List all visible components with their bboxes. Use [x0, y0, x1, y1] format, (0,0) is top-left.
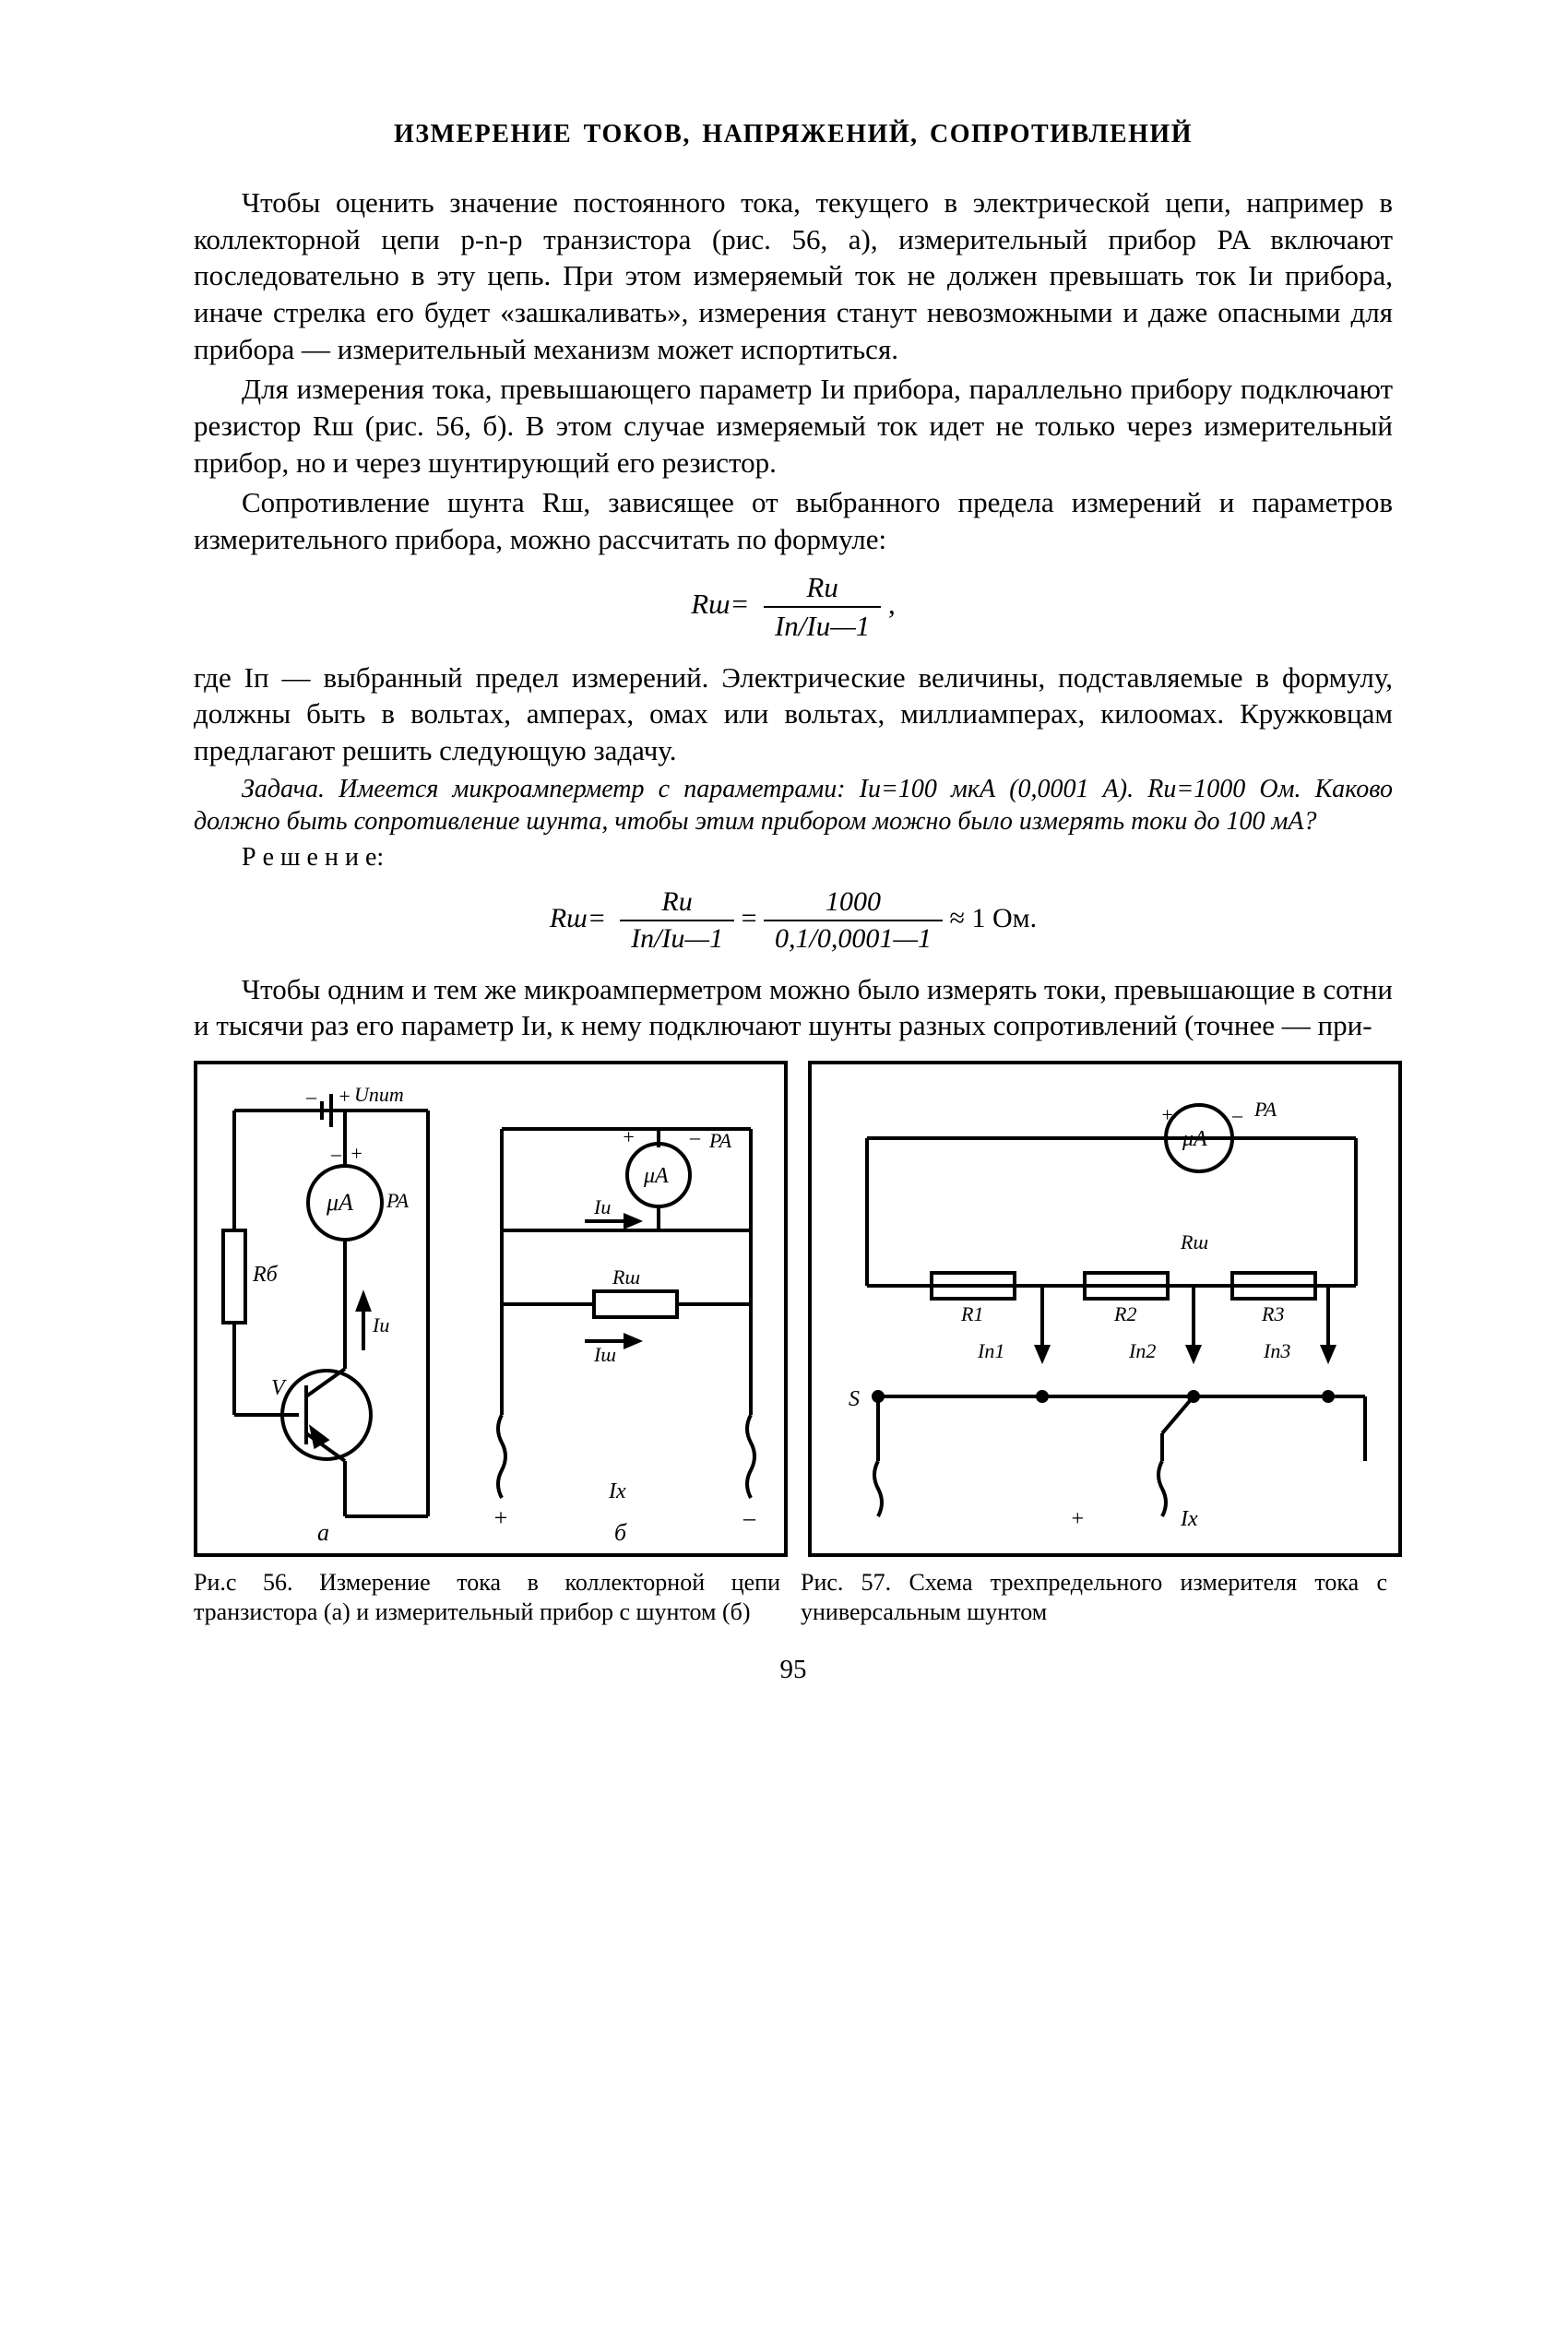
- figures-row: – + Uпит Rб μA: [194, 1061, 1393, 1557]
- fig57-r3: R3: [1261, 1302, 1284, 1325]
- svg-text:+: +: [1160, 1103, 1174, 1126]
- solution-label: Р е ш е н и е:: [194, 841, 1393, 873]
- fig57-r2: R2: [1113, 1302, 1136, 1325]
- fig57-s: S: [849, 1387, 860, 1411]
- fig56-iu: Iи: [593, 1195, 611, 1218]
- formula-2: Rш= Rи Iп/Iи—1 = 1000 0,1/0,0001—1 ≈ 1 О…: [194, 886, 1393, 955]
- svg-text:–: –: [305, 1085, 317, 1108]
- fig56-pa2: PA: [708, 1129, 732, 1152]
- fig56-ii: Iи: [372, 1313, 389, 1336]
- fig57-rsh: Rш: [1180, 1230, 1208, 1253]
- f1-frac: Rи Iп/Iи—1: [764, 571, 881, 643]
- f1-lhs: Rш=: [691, 588, 749, 620]
- f2-tail: ≈ 1 Ом.: [950, 903, 1038, 933]
- fig56-a: а: [317, 1519, 329, 1546]
- f1-den: Iп/Iи—1: [764, 608, 881, 643]
- fig57-ip1: Iп1: [977, 1339, 1004, 1362]
- fig57-mua: μA: [1182, 1127, 1207, 1151]
- formula-1: Rш= Rи Iп/Iи—1 ,: [194, 571, 1393, 643]
- f1-num: Rи: [764, 571, 881, 608]
- section-title: ИЗМЕРЕНИЕ ТОКОВ, НАПРЯЖЕНИЙ, СОПРОТИВЛЕН…: [194, 120, 1393, 149]
- page-number: 95: [194, 1655, 1393, 1685]
- svg-text:–: –: [742, 1504, 756, 1531]
- para-5: Чтобы одним и тем же микроамперметром мо…: [194, 971, 1393, 1044]
- svg-text:+: +: [338, 1085, 351, 1108]
- f1-tail: ,: [888, 588, 896, 620]
- f2-frac1: Rи Iп/Iи—1: [620, 886, 734, 955]
- svg-text:–: –: [330, 1142, 342, 1165]
- fig56-mua: μA: [326, 1189, 353, 1216]
- fig56-rb: Rб: [252, 1263, 279, 1287]
- f2-den1: Iп/Iи—1: [620, 921, 734, 955]
- fig57-r1: R1: [960, 1302, 983, 1325]
- para-4: где Iп — выбранный предел измерений. Эле…: [194, 659, 1393, 769]
- figure-56: – + Uпит Rб μA: [194, 1061, 788, 1557]
- fig56-upit: Uпит: [354, 1083, 404, 1106]
- fig56-ish: Iш: [593, 1343, 616, 1366]
- f2-eq: =: [742, 903, 764, 933]
- fig56-b: б: [614, 1519, 627, 1546]
- figure-57: μA PA + – Rш R1 R2 R3: [808, 1061, 1402, 1557]
- f2-lhs: Rш=: [550, 903, 606, 933]
- fig56-ix: Iх: [608, 1479, 626, 1503]
- svg-text:μA: μA: [643, 1164, 669, 1188]
- fig57-ix: Iх: [1180, 1507, 1198, 1531]
- svg-text:+: +: [1070, 1507, 1085, 1531]
- fig56-v: V: [271, 1376, 287, 1400]
- fig56-pa1: PA: [386, 1189, 410, 1212]
- para-2: Для измерения тока, превышающего парамет…: [194, 371, 1393, 481]
- svg-text:–: –: [689, 1125, 701, 1148]
- caption-57: Рис. 57. Схема трехпредельного измерител…: [801, 1568, 1387, 1626]
- task-text-content: Задача. Имеется микроамперметр с парамет…: [194, 775, 1393, 836]
- task-text: Задача. Имеется микроамперметр с парамет…: [194, 773, 1393, 837]
- fig57-ip2: Iп2: [1128, 1339, 1156, 1362]
- svg-text:–: –: [1231, 1103, 1243, 1126]
- fig57-ip3: Iп3: [1263, 1339, 1290, 1362]
- para-1: Чтобы оценить значение постоянного тока,…: [194, 184, 1393, 367]
- captions-row: Ри.с 56. Измерение тока в коллекторной ц…: [194, 1568, 1393, 1626]
- f2-num1: Rи: [620, 886, 734, 921]
- svg-text:+: +: [493, 1504, 509, 1531]
- f2-frac2: 1000 0,1/0,0001—1: [764, 886, 943, 955]
- para-3: Сопротивление шунта Rш, зависящее от выб…: [194, 484, 1393, 557]
- caption-56: Ри.с 56. Измерение тока в коллекторной ц…: [194, 1568, 780, 1626]
- svg-text:+: +: [622, 1125, 636, 1148]
- fig56-rsh: Rш: [612, 1265, 640, 1289]
- f2-den2: 0,1/0,0001—1: [764, 921, 943, 955]
- f2-num2: 1000: [764, 886, 943, 921]
- fig57-pa: PA: [1253, 1098, 1277, 1121]
- svg-text:+: +: [350, 1142, 363, 1165]
